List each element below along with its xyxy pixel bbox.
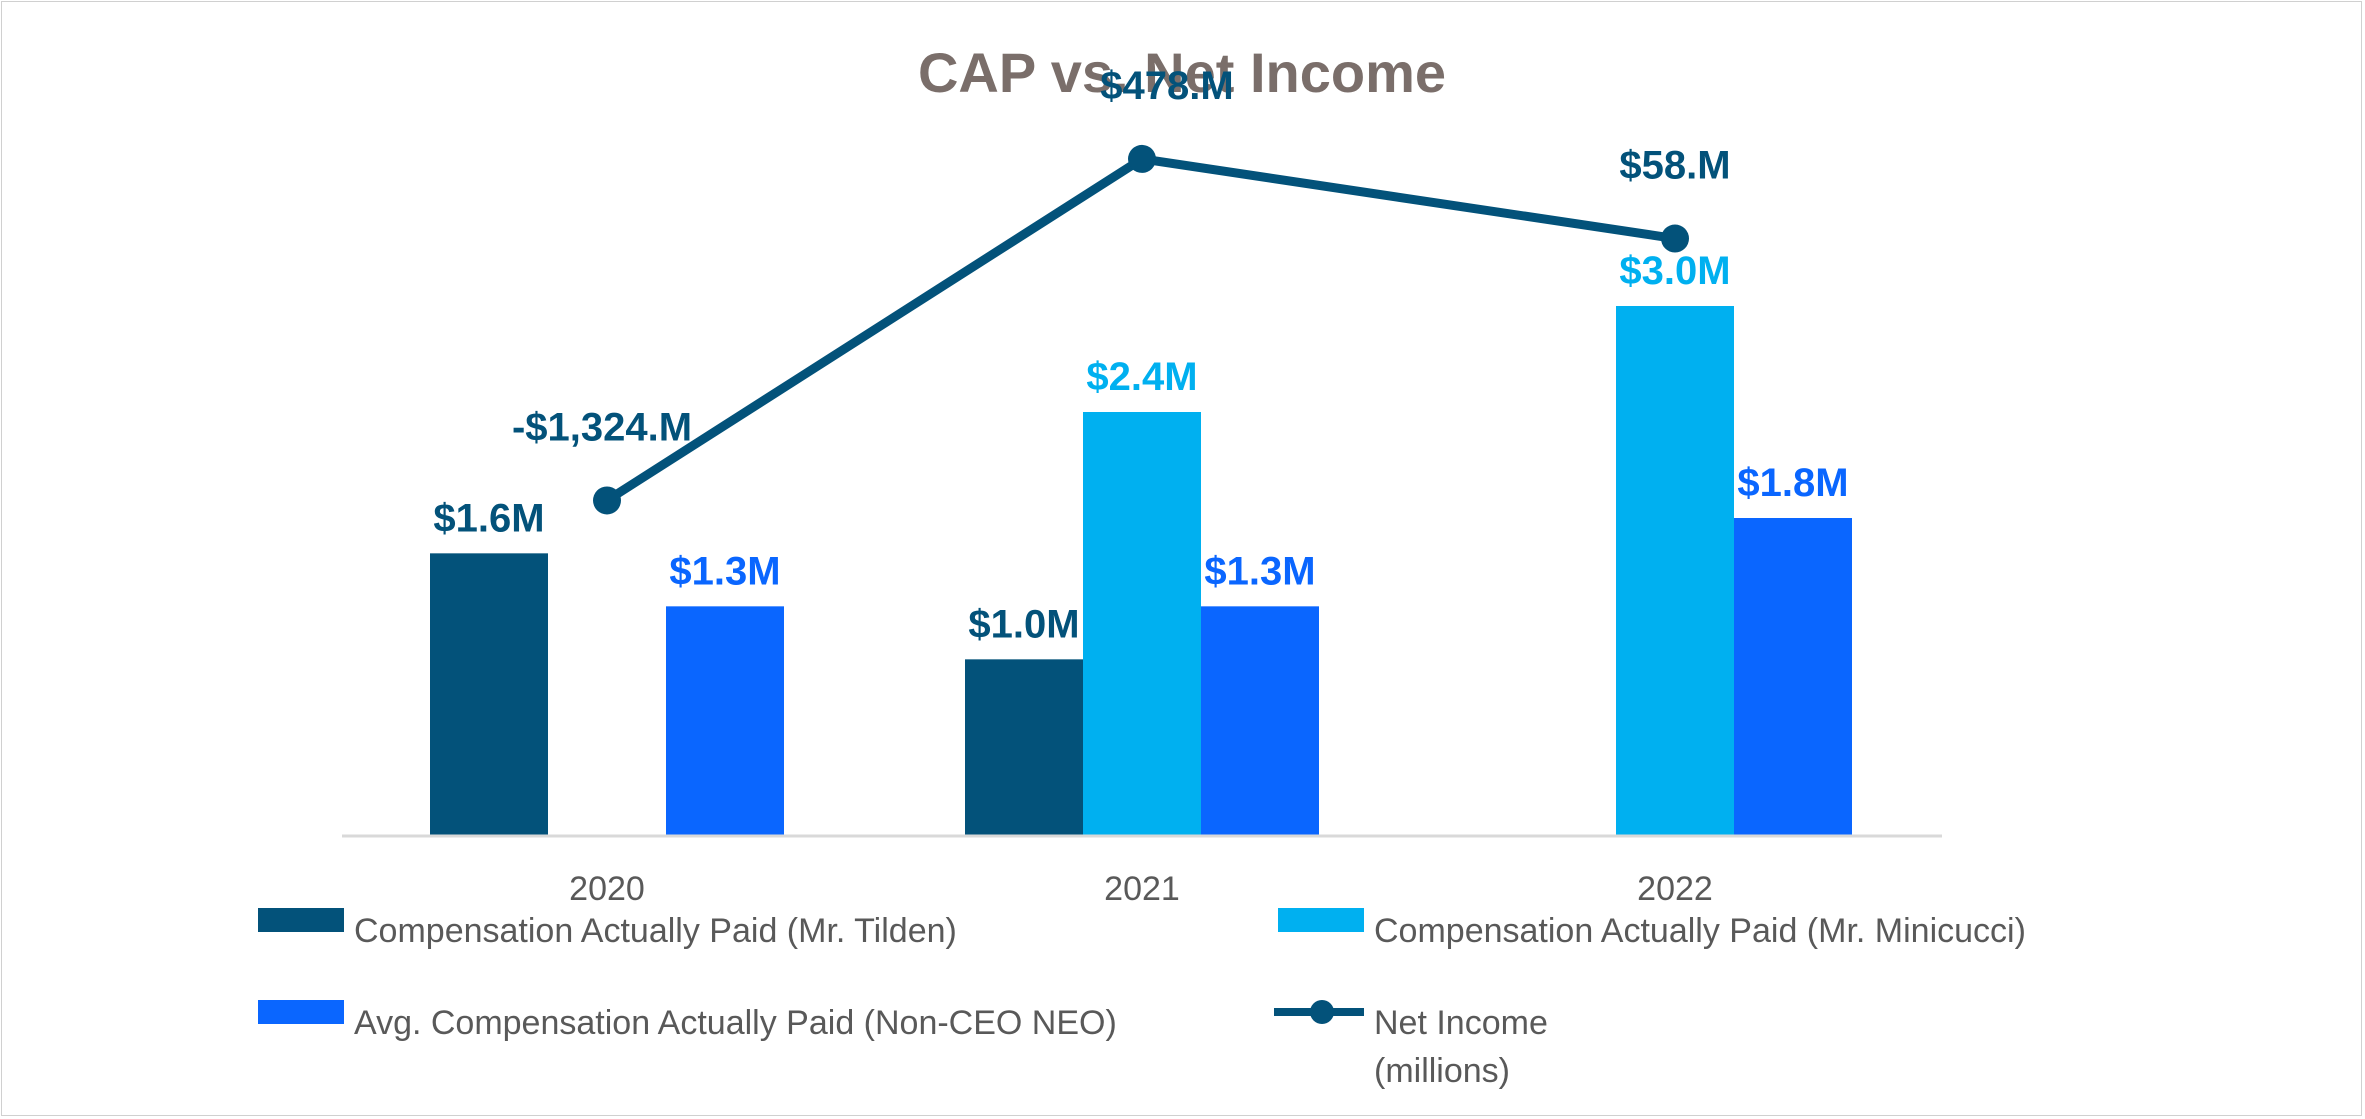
net-income-label-2020: -$1,324.M <box>512 405 692 449</box>
chart-title: CAP vs. Net Income <box>918 41 1446 104</box>
bar-label-2020-series-3: $1.3M <box>669 549 780 593</box>
bar-label-2021-series-3: $1.3M <box>1204 549 1315 593</box>
x-tick-label-2021: 2021 <box>1104 870 1180 908</box>
legend-swatch-series-1 <box>258 908 344 932</box>
net-income-point-2022 <box>1661 224 1689 253</box>
bar-label-2021-series-1: $1.0M <box>968 602 1079 646</box>
net-income-label-2022: $58.M <box>1619 144 1730 188</box>
bar-2020-series-3 <box>666 606 784 836</box>
legend-marker-net-income <box>1310 1000 1334 1024</box>
legend-label-net-income: Net Income <box>1374 1004 1548 1042</box>
legend-label-series-3: Avg. Compensation Actually Paid (Non-CEO… <box>354 1004 1117 1042</box>
x-tick-label-2022: 2022 <box>1637 870 1713 908</box>
bar-label-2022-series-3: $1.8M <box>1737 461 1848 505</box>
legend-swatch-series-2 <box>1278 908 1364 932</box>
net-income-point-2020 <box>593 486 621 515</box>
bar-2021-series-1 <box>965 659 1083 836</box>
bar-label-2021-series-2: $2.4M <box>1086 355 1197 399</box>
legend-label-net-income-unit: (millions) <box>1374 1052 1510 1090</box>
legend-swatch-series-3 <box>258 1000 344 1024</box>
legend-label-series-1: Compensation Actually Paid (Mr. Tilden) <box>354 912 957 950</box>
x-axis-ticks: 2020 2021 2022 <box>569 870 1713 908</box>
bar-2021-series-3 <box>1201 606 1319 836</box>
legend-label-series-2: Compensation Actually Paid (Mr. Minicucc… <box>1374 912 2026 950</box>
bar-series-group: $1.6M $1.3M $1.0M $2.4M $1.3M $3.0M $1.8M <box>430 249 1852 836</box>
bar-label-2022-series-2: $3.0M <box>1619 249 1730 293</box>
legend: Compensation Actually Paid (Mr. Tilden) C… <box>258 908 2026 1090</box>
bar-2020-series-1 <box>430 553 548 836</box>
bar-label-2020-series-1: $1.6M <box>433 496 544 540</box>
bar-2022-series-3 <box>1734 518 1852 836</box>
net-income-point-2021 <box>1128 144 1156 173</box>
bar-2021-series-2 <box>1083 412 1201 836</box>
net-income-line-group: -$1,324.M $478.M $58.M <box>512 64 1731 515</box>
x-tick-label-2020: 2020 <box>569 870 645 908</box>
net-income-label-2021: $478.M <box>1100 64 1233 108</box>
bar-2022-series-2 <box>1616 306 1734 836</box>
